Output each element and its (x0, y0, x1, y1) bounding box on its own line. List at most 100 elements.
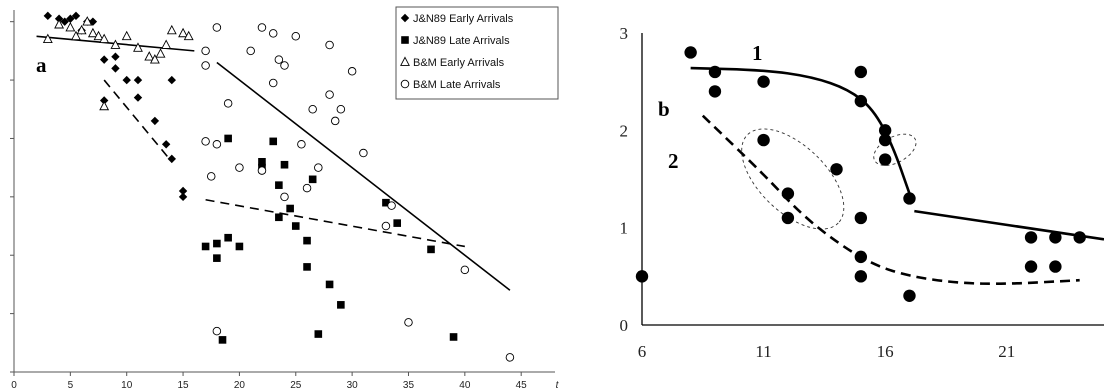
data-point (381, 221, 391, 231)
data-point (684, 46, 697, 59)
data-point (178, 192, 188, 202)
x-tick-label: 0 (11, 380, 17, 391)
data-point (635, 270, 649, 283)
data-point (150, 116, 160, 126)
data-point (268, 29, 278, 38)
data-point (280, 61, 289, 70)
curve-2 (701, 114, 1080, 286)
data-point (66, 14, 75, 23)
x-tick-label: 30 (347, 380, 359, 391)
chart-a: 0 5 10 15 20 25 30 35 40 45 t J&N89 Early Arrivals J… (10, 6, 560, 391)
data-point (291, 32, 301, 41)
data-point (393, 219, 402, 227)
data-point (449, 333, 458, 341)
data-point (757, 75, 770, 88)
data-point (235, 163, 244, 172)
data-point (223, 99, 233, 108)
data-point (337, 301, 345, 309)
data-point (854, 65, 868, 79)
data-point (291, 222, 300, 230)
legend-label: J&N89 Early Arrivals (413, 13, 514, 25)
data-point (54, 14, 64, 23)
data-point (275, 213, 283, 222)
data-point (99, 55, 109, 64)
data-point (854, 250, 868, 264)
x-tick-label: 15 (178, 380, 190, 391)
data-point (82, 16, 93, 26)
data-point (903, 289, 916, 302)
data-point (111, 64, 120, 73)
data-point (149, 54, 160, 64)
data-point (257, 166, 267, 175)
data-point (1073, 231, 1086, 244)
panel-label-a: a (36, 53, 47, 77)
chart-b: 0 1 2 3 6 11 16 21 1 2 b (620, 24, 1104, 361)
data-point (302, 183, 312, 193)
y-tick-label: 1 (620, 219, 629, 238)
x-tick-label: 5 (68, 380, 74, 391)
data-point (286, 204, 294, 213)
data-point (308, 175, 317, 184)
data-point (781, 187, 795, 200)
data-point (903, 192, 916, 205)
data-point (1049, 260, 1062, 273)
x-tick-label: 10 (121, 380, 133, 391)
y-tick-label: 2 (620, 121, 629, 140)
data-point (201, 242, 210, 251)
data-point (325, 280, 334, 289)
data-point (330, 116, 340, 126)
x-tick-label: 40 (459, 380, 471, 391)
data-point (93, 30, 104, 41)
data-point (1024, 260, 1038, 273)
panel-label-b: b (658, 97, 670, 121)
data-point (213, 239, 221, 248)
data-point (212, 326, 222, 336)
legend-label: J&N89 Late Arrivals (413, 35, 510, 47)
data-point (1049, 231, 1062, 244)
x-tick-label: 25 (290, 380, 302, 391)
data-point (76, 24, 87, 35)
data-point (88, 17, 98, 26)
data-point (166, 24, 177, 35)
data-point (161, 140, 171, 149)
data-point (122, 75, 131, 85)
data-point (206, 172, 216, 181)
data-point (757, 133, 770, 147)
data-point (268, 78, 278, 88)
data-point (830, 163, 843, 176)
legend-label: B&M Late Arrivals (413, 79, 501, 91)
data-point (43, 11, 53, 21)
data-point (854, 270, 868, 283)
curve-label-2: 2 (668, 149, 679, 173)
data-point (183, 30, 194, 41)
x-tick-label: 20 (234, 380, 246, 391)
data-point (303, 263, 311, 271)
x-axis-end-label: t (556, 380, 560, 391)
data-point (224, 134, 232, 143)
data-point (878, 124, 892, 137)
data-point (110, 39, 121, 49)
x-tick-label: 6 (638, 342, 647, 361)
data-point (336, 105, 346, 114)
data-point (42, 33, 53, 44)
x-tick-label: 21 (998, 342, 1015, 361)
legend-marker (401, 36, 409, 44)
cluster-ellipse (741, 128, 845, 230)
data-point (167, 154, 176, 164)
y-tick-label: 3 (620, 24, 629, 43)
data-point (325, 90, 334, 99)
data-point (878, 133, 892, 147)
data-point (133, 93, 143, 102)
data-point (303, 236, 311, 245)
data-point (854, 211, 868, 225)
data-point (382, 198, 390, 207)
data-point (708, 65, 722, 79)
curve-label-1: 1 (752, 41, 763, 65)
data-point (359, 148, 368, 158)
data-point (280, 192, 289, 202)
data-point (347, 67, 357, 76)
x-tick-label: 45 (516, 380, 528, 391)
data-point (218, 336, 227, 344)
data-point (708, 85, 722, 98)
data-point (224, 233, 232, 242)
